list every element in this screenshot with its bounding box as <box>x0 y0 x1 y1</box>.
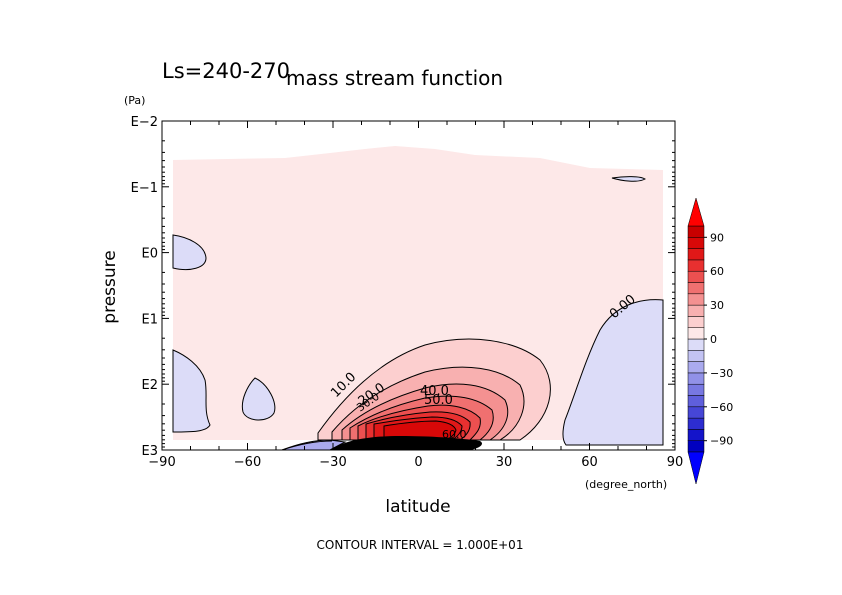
colorbar-bin <box>687 338 705 351</box>
colorbar-bin <box>687 383 705 396</box>
x-tick-label: −30 <box>319 455 346 470</box>
colorbar: 90 60 30 0 −30 −60 −90 <box>687 197 733 485</box>
colorbar-bin <box>687 327 705 340</box>
contour-label-40: 40.0 <box>420 384 449 399</box>
colorbar-tick-label: −90 <box>710 435 733 448</box>
negative-region-midlat <box>241 377 276 421</box>
colorbar-tick-label: −30 <box>710 367 733 380</box>
y-axis: E3 E2 E1 E0 E−1 E−2 <box>131 115 675 459</box>
x-tick-label: −60 <box>234 455 261 470</box>
y-tick-label: E1 <box>142 312 159 327</box>
surface-dense-contours <box>330 436 482 450</box>
chart-subtitle: Ls=240-270 <box>162 59 290 83</box>
colorbar-bin <box>687 316 705 328</box>
plot-area: 10.0 20.0 30.0 40.0 50.0 60.0 0.00 <box>161 120 676 451</box>
colorbar-bin <box>687 395 705 408</box>
colorbar-bin <box>687 248 705 261</box>
colorbar-tick-label: −60 <box>710 401 733 414</box>
x-tick-label: 90 <box>667 455 684 470</box>
y-tick-label: E−1 <box>131 181 158 196</box>
colorbar-bin <box>687 440 705 453</box>
surface-blue-contour <box>281 440 333 451</box>
colorbar-bin <box>687 406 705 419</box>
colorbar-bin <box>687 293 705 306</box>
x-axis: −90 −60 −30 0 30 60 90 <box>148 121 683 470</box>
colorbar-extend-min <box>687 451 705 485</box>
y-axis-label: pressure <box>100 250 120 323</box>
x-tick-label: 30 <box>496 455 513 470</box>
x-axis-label: latitude <box>385 497 450 517</box>
colorbar-bin <box>687 372 705 385</box>
colorbar-bin <box>687 282 705 295</box>
colorbar-tick-label: 0 <box>710 333 717 346</box>
x-tick-label: 60 <box>581 455 598 470</box>
colorbar-bin <box>687 225 705 238</box>
contour-label-50: 50.0 <box>424 393 453 408</box>
x-tick-label: 0 <box>414 455 422 470</box>
y-tick-label: E−2 <box>131 115 158 130</box>
contour-label-60: 60.0 <box>442 428 467 441</box>
negative-region-southpole-upper <box>172 234 207 271</box>
positive-contours <box>317 338 551 441</box>
colorbar-bin <box>687 417 705 430</box>
negative-sliver-top <box>611 176 646 182</box>
chart-title: mass stream function <box>286 66 503 90</box>
colorbar-tick-label: 90 <box>710 231 724 244</box>
y-units: (Pa) <box>124 94 145 107</box>
colorbar-bin <box>687 350 705 362</box>
x-units: (degree_north) <box>585 478 667 491</box>
colorbar-bin <box>687 429 705 441</box>
colorbar-tick-label: 60 <box>710 265 724 278</box>
colorbar-bin <box>687 304 705 317</box>
y-tick-label: E0 <box>142 247 159 262</box>
colorbar-extend-max <box>687 197 705 227</box>
colorbar-tick-label: 30 <box>710 299 724 312</box>
colorbar-bin <box>687 270 705 283</box>
y-tick-label: E3 <box>142 444 159 459</box>
y-tick-label: E2 <box>142 378 159 393</box>
negative-region-southpole-lower <box>172 349 211 433</box>
x-tick-label: −90 <box>148 455 175 470</box>
negative-region-north <box>562 299 664 446</box>
colorbar-bin <box>687 361 705 374</box>
colorbar-bin <box>687 259 705 272</box>
contour-interval-note: CONTOUR INTERVAL = 1.000E+01 <box>317 538 524 552</box>
colorbar-bin <box>687 237 705 249</box>
